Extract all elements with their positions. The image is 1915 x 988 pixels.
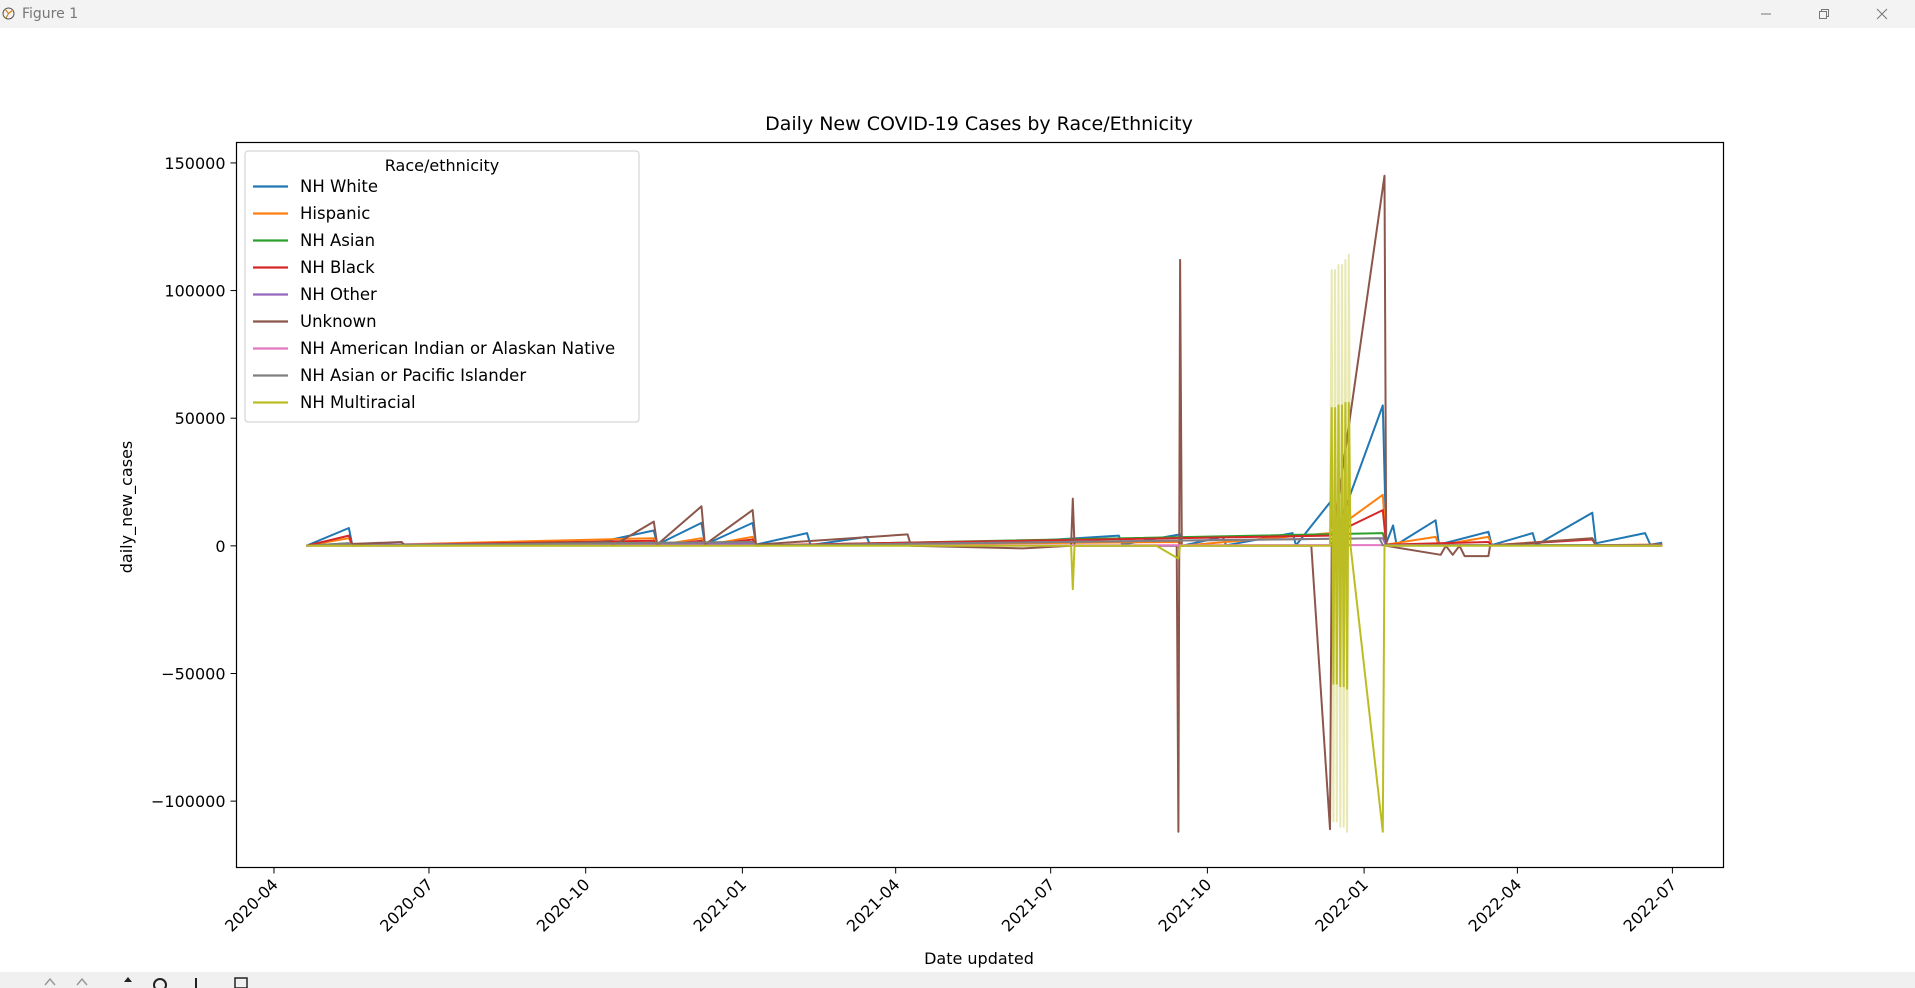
window-title: Figure 1 xyxy=(22,6,79,22)
legend-entry: NH Asian or Pacific Islander xyxy=(300,366,526,385)
home-icon[interactable] xyxy=(44,976,56,986)
y-tick-label: 0 xyxy=(215,537,225,556)
line-chart: Daily New COVID-19 Cases by Race/Ethnici… xyxy=(117,113,1725,968)
y-axis-label: daily_new_cases xyxy=(117,441,137,574)
window-titlebar: Figure 1 xyxy=(0,0,1915,28)
x-tick-label: 2022-01 xyxy=(1311,875,1372,936)
legend-entry: NH American Indian or Alaskan Native xyxy=(300,339,615,358)
app-icon xyxy=(2,7,15,20)
figure-toolbar xyxy=(0,972,1915,988)
x-tick-label: 2020-07 xyxy=(376,875,437,936)
x-tick-label: 2021-07 xyxy=(998,875,1059,936)
legend-entry: Hispanic xyxy=(300,204,370,223)
legend-entry: NH Other xyxy=(300,285,377,304)
series-line-unknown xyxy=(306,174,1663,833)
restore-icon xyxy=(1819,9,1829,19)
series-line-nh-multiracial xyxy=(306,401,1663,833)
x-tick-label: 2022-04 xyxy=(1465,875,1526,936)
back-icon[interactable] xyxy=(76,976,88,986)
series-line-hispanic xyxy=(306,493,1663,547)
y-tick-label: 150000 xyxy=(164,154,225,173)
y-tick-label: −100000 xyxy=(151,792,225,811)
plot-lines xyxy=(305,174,1663,833)
faded-series-line xyxy=(1329,253,1352,833)
close-button[interactable] xyxy=(1853,0,1911,28)
legend-entry: Unknown xyxy=(300,312,377,331)
restore-button[interactable] xyxy=(1795,0,1853,28)
x-tick-label: 2021-10 xyxy=(1155,875,1216,936)
x-tick-label: 2020-04 xyxy=(221,875,282,936)
x-tick-label: 2021-01 xyxy=(690,875,751,936)
x-tick-label: 2022-07 xyxy=(1620,875,1681,936)
legend: Race/ethnicity NH White Hispanic NH Asian N… xyxy=(244,150,640,423)
legend-entry: NH Black xyxy=(300,258,375,277)
minimize-icon xyxy=(1761,13,1771,15)
save-icon[interactable] xyxy=(234,976,250,988)
minimize-button[interactable] xyxy=(1737,0,1795,28)
x-tick-label: 2020-10 xyxy=(533,875,594,936)
legend-entry: NH Asian xyxy=(300,231,375,250)
chart-title: Daily New COVID-19 Cases by Race/Ethnici… xyxy=(765,113,1193,135)
y-tick-label: 50000 xyxy=(175,409,226,428)
x-axis-label: Date updated xyxy=(924,949,1034,968)
plot-frame xyxy=(235,141,1725,869)
series-line-nh-white xyxy=(305,404,1663,547)
x-tick-label: 2021-04 xyxy=(843,875,904,936)
series-line-nh-asian-or-pacific-islander xyxy=(306,537,1663,547)
legend-entry: NH Multiracial xyxy=(300,393,416,412)
y-tick-label: −50000 xyxy=(161,664,225,683)
y-tick-label: 100000 xyxy=(164,282,225,301)
zoom-icon[interactable] xyxy=(152,976,168,988)
legend-title: Race/ethnicity xyxy=(385,156,499,175)
close-icon xyxy=(1876,8,1888,20)
configure-icon[interactable] xyxy=(190,976,202,988)
pan-icon[interactable] xyxy=(122,976,134,986)
legend-entry: NH White xyxy=(300,177,378,196)
y-axis-ticks: −100000 −50000 0 50000 100000 150000 xyxy=(151,154,237,811)
legend-box xyxy=(244,150,640,423)
x-axis-ticks: 2020-04 2020-07 2020-10 2021-01 2021-04 2021-… xyxy=(221,867,1681,936)
